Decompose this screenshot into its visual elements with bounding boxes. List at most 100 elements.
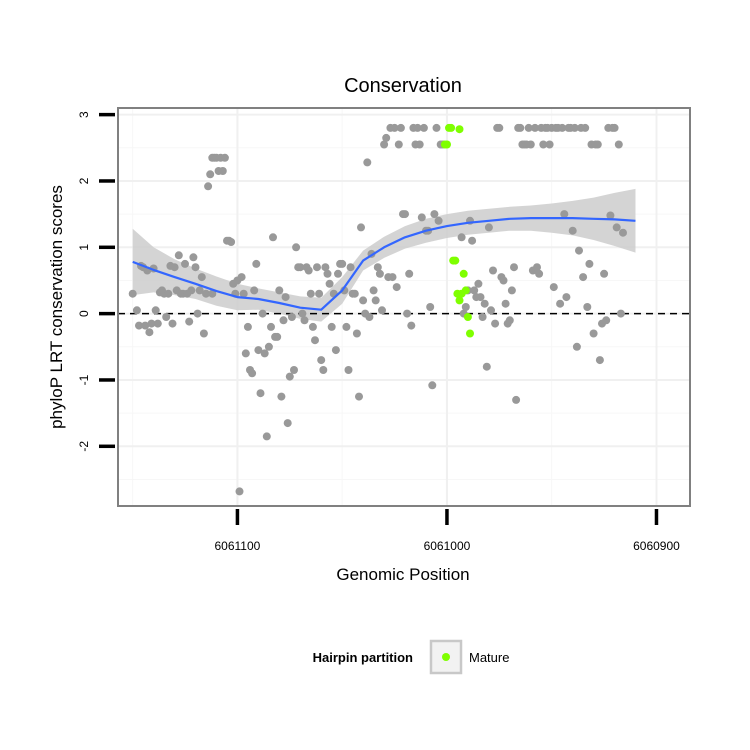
data-point xyxy=(185,317,194,326)
x-axis-title: Genomic Position xyxy=(336,565,469,584)
y-tick-label: 2 xyxy=(77,177,91,184)
data-point xyxy=(415,140,424,149)
data-point xyxy=(562,293,571,302)
data-point xyxy=(306,289,315,298)
mature-point xyxy=(447,123,456,132)
data-point xyxy=(311,336,319,345)
data-point xyxy=(243,322,252,331)
data-point xyxy=(434,216,443,225)
data-point xyxy=(600,269,609,278)
data-point xyxy=(489,266,497,275)
data-point xyxy=(239,289,248,298)
data-point xyxy=(300,316,309,325)
y-tick-label: -1 xyxy=(77,374,91,385)
data-point xyxy=(237,273,246,282)
data-point xyxy=(363,158,372,167)
data-point xyxy=(359,296,368,305)
data-point xyxy=(227,238,236,246)
data-point xyxy=(373,263,382,272)
data-point xyxy=(346,263,355,272)
data-point xyxy=(480,299,489,308)
data-point xyxy=(193,309,202,318)
grid-lines xyxy=(118,108,690,506)
data-point xyxy=(413,123,422,132)
y-tick-label: 3 xyxy=(77,111,91,118)
mature-point xyxy=(443,140,451,149)
x-tick-label: 6061100 xyxy=(215,539,261,553)
data-point xyxy=(174,251,183,260)
data-point xyxy=(476,293,485,302)
mature-point xyxy=(461,286,470,295)
data-point xyxy=(262,432,271,441)
points-other xyxy=(128,123,627,496)
data-point xyxy=(524,123,533,132)
data-point xyxy=(145,328,154,337)
data-point xyxy=(197,273,206,282)
smooth-line xyxy=(132,217,636,311)
data-point xyxy=(461,303,470,311)
data-point xyxy=(375,269,384,278)
data-point xyxy=(371,296,380,305)
y-axis-title: phyloP LRT conservation scores xyxy=(47,185,66,429)
data-point xyxy=(208,289,217,298)
data-point xyxy=(419,123,428,132)
data-point xyxy=(168,319,177,328)
data-point xyxy=(287,313,296,321)
data-point xyxy=(164,289,173,298)
mature-point xyxy=(463,313,472,321)
data-point xyxy=(581,123,590,132)
data-point xyxy=(535,269,544,278)
data-point xyxy=(407,321,416,330)
plot-panel-border xyxy=(117,107,691,507)
data-point xyxy=(382,133,391,142)
data-point xyxy=(344,366,353,374)
data-point xyxy=(505,316,514,325)
data-point xyxy=(616,309,625,318)
data-point xyxy=(510,263,518,272)
data-point xyxy=(507,286,516,295)
data-point xyxy=(170,263,179,272)
data-point xyxy=(202,289,210,298)
data-point xyxy=(264,342,273,351)
data-point xyxy=(315,289,324,298)
mature-point xyxy=(455,125,464,134)
data-point xyxy=(277,392,286,401)
data-point xyxy=(390,123,399,132)
data-point xyxy=(401,210,409,219)
data-point xyxy=(560,210,569,219)
data-point xyxy=(579,273,588,282)
data-point xyxy=(470,286,479,295)
data-point xyxy=(378,306,386,315)
data-point xyxy=(430,210,439,219)
data-point xyxy=(558,123,567,132)
data-point xyxy=(365,313,374,321)
data-point xyxy=(135,321,143,330)
data-point xyxy=(394,140,403,149)
data-point xyxy=(327,322,336,331)
data-point xyxy=(189,253,198,262)
data-point xyxy=(199,329,208,338)
data-point xyxy=(396,123,405,132)
data-point xyxy=(474,279,483,288)
data-point xyxy=(195,286,204,295)
data-point xyxy=(619,228,627,237)
data-point xyxy=(350,289,359,298)
data-point xyxy=(132,306,141,315)
y-tick-label: 0 xyxy=(77,310,91,317)
data-point xyxy=(181,259,189,268)
data-point xyxy=(602,316,611,325)
data-point xyxy=(162,313,171,321)
data-point xyxy=(487,306,495,315)
data-point xyxy=(478,313,487,321)
data-point xyxy=(334,269,342,278)
data-point xyxy=(292,243,301,252)
data-point xyxy=(254,346,263,355)
data-point xyxy=(325,279,334,288)
data-point xyxy=(589,329,598,338)
data-point xyxy=(260,349,269,358)
data-point xyxy=(516,123,525,132)
data-point xyxy=(495,123,504,132)
data-point xyxy=(369,286,378,295)
data-point xyxy=(606,211,615,220)
data-point xyxy=(331,346,340,355)
